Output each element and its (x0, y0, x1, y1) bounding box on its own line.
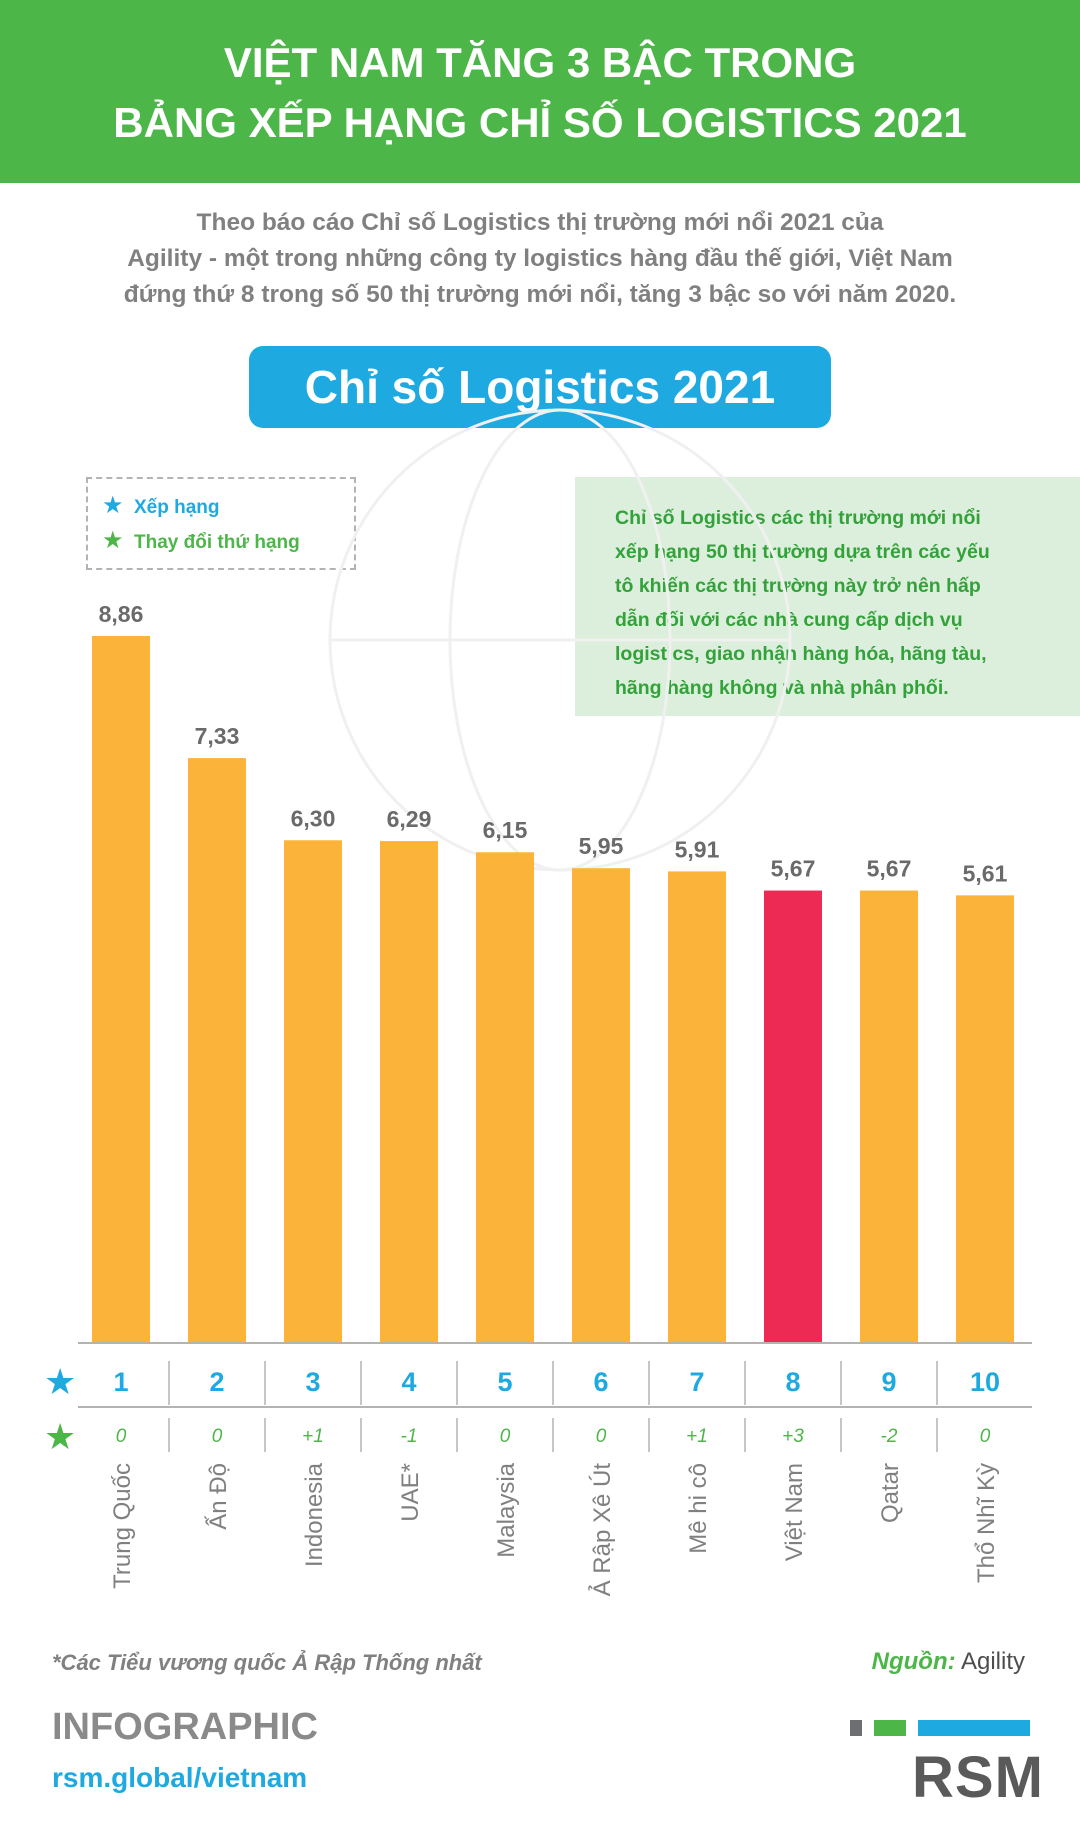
rsm-logo: RSM (912, 1745, 1044, 1810)
rank-label: 4 (401, 1367, 416, 1397)
info-line: xếp hạng 50 thị trường dựa trên các yếu (615, 541, 990, 563)
chart-legend: ★ Xếp hạng ★ Thay đổi thứ hạng (86, 477, 356, 570)
value-label: 5,95 (579, 833, 624, 859)
bar (284, 840, 342, 1343)
rsm-logo-bars (850, 1720, 1030, 1736)
category-label: Trung Quốc (109, 1463, 136, 1589)
rank-change-label: 0 (980, 1426, 991, 1447)
value-label: 5,91 (675, 836, 720, 862)
value-label: 6,30 (291, 805, 336, 831)
bar (188, 758, 246, 1343)
bar-chart: 8,86 7,33 6,30 6,29 6,15 5,95 5,91 5,67 5,67 5,61… (78, 408, 1032, 1597)
brand-title: INFOGRAPHIC (52, 1706, 318, 1748)
rank-label: 2 (209, 1367, 224, 1397)
legend-item-rank: ★ Xếp hạng (102, 491, 220, 521)
intro-line2: Agility - một trong những công ty logist… (127, 245, 953, 272)
rank-change-label: -2 (881, 1426, 898, 1447)
star-icon: ★ (102, 492, 124, 519)
rank-label: 6 (593, 1367, 608, 1397)
value-label: 7,33 (195, 723, 240, 749)
bar (668, 871, 726, 1343)
value-label: 5,67 (867, 856, 912, 882)
rank-label: 10 (970, 1367, 1000, 1397)
rank-label: 7 (689, 1367, 704, 1397)
category-label: Ấn Độ (204, 1463, 232, 1530)
bar (860, 890, 918, 1343)
category-label: Indonesia (301, 1462, 328, 1567)
source-value: Agility (955, 1648, 1025, 1675)
info-line: Chỉ số Logistics các thị trường mới nổi (615, 507, 981, 529)
rank-change-label: -1 (401, 1426, 418, 1447)
source: Nguồn: Agility (872, 1648, 1025, 1676)
bar (476, 852, 534, 1343)
globe-watermark (328, 408, 792, 872)
website-link[interactable]: rsm.global/vietnam (52, 1762, 308, 1793)
rank-change-label: +1 (686, 1426, 708, 1447)
rank-change-label: 0 (596, 1426, 607, 1447)
value-label: 6,15 (483, 817, 528, 843)
header-banner: VIỆT NAM TĂNG 3 BẬC TRONG BẢNG XẾP HẠNG … (0, 0, 1080, 183)
rank-label: 8 (785, 1367, 800, 1397)
rank-change-label: +3 (782, 1426, 804, 1447)
category-label: Thổ Nhĩ Kỳ (973, 1463, 1000, 1583)
category-label: Mê hi cô (685, 1463, 712, 1554)
bar (956, 895, 1014, 1343)
rank-label: 3 (305, 1367, 320, 1397)
legend-item-change: ★ Thay đổi thứ hạng (102, 526, 300, 556)
rank-change-label: 0 (116, 1426, 127, 1447)
legend-rank-label: Xếp hạng (134, 497, 220, 518)
star-icon: ★ (44, 1416, 77, 1457)
header-title-line2: BẢNG XẾP HẠNG CHỈ SỐ LOGISTICS 2021 (113, 99, 967, 146)
category-label: Việt Nam (781, 1463, 808, 1561)
source-label: Nguồn: (871, 1648, 956, 1675)
rank-label: 5 (497, 1367, 512, 1397)
rank-label: 1 (113, 1367, 128, 1397)
star-icon: ★ (102, 527, 124, 554)
info-line: logistics, giao nhận hàng hóa, hãng tàu, (615, 643, 987, 665)
bar (572, 868, 630, 1343)
value-label: 5,61 (963, 860, 1008, 886)
footnote: *Các Tiểu vương quốc Ả Rập Thống nhất (52, 1650, 482, 1675)
intro-line3: đứng thứ 8 trong số 50 thị trường mới nổ… (123, 281, 957, 308)
value-label: 5,67 (771, 856, 816, 882)
value-label: 6,29 (387, 806, 432, 832)
header-title-line1: VIỆT NAM TĂNG 3 BẬC TRONG (223, 39, 857, 86)
value-label: 8,86 (99, 601, 144, 627)
category-label: UAE* (397, 1463, 424, 1522)
bar (380, 841, 438, 1343)
intro-line1: Theo báo cáo Chỉ số Logistics thị trường… (196, 209, 884, 236)
rank-change-label: 0 (212, 1426, 223, 1447)
category-label: Malaysia (493, 1462, 520, 1557)
star-icon: ★ (44, 1361, 77, 1402)
info-line: hãng hàng không và nhà phân phối. (615, 677, 949, 699)
legend-change-label: Thay đổi thứ hạng (134, 532, 300, 553)
rank-label: 9 (881, 1367, 896, 1397)
rank-change-label: 0 (500, 1426, 511, 1447)
chart-title-pill: Chỉ số Logistics 2021 (249, 346, 831, 428)
bar (764, 890, 822, 1343)
info-box: Chỉ số Logistics các thị trường mới nổi … (575, 477, 1080, 716)
category-label: Qatar (877, 1463, 904, 1523)
bar (92, 636, 150, 1343)
rank-change-label: +1 (302, 1426, 324, 1447)
category-label: Ả Rập Xê Út (587, 1463, 616, 1597)
info-line: tô khiến các thị trường này trở nên hấp (615, 575, 981, 597)
